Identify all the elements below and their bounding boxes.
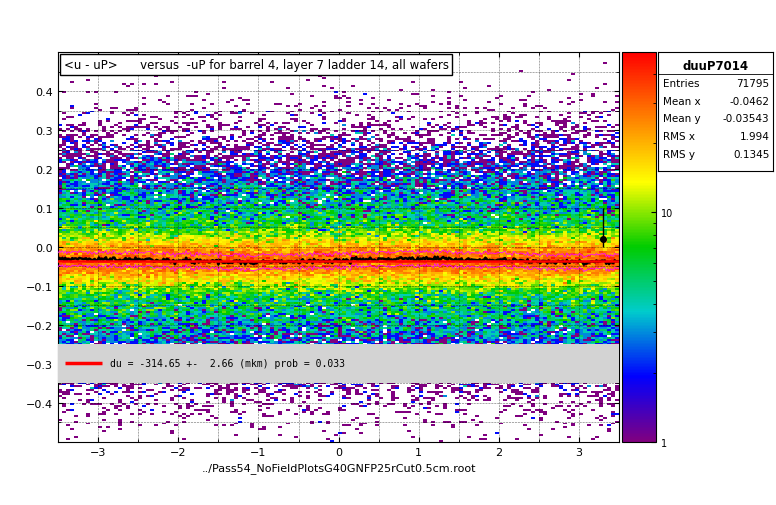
X-axis label: ../Pass54_NoFieldPlotsG40GNFP25rCut0.5cm.root: ../Pass54_NoFieldPlotsG40GNFP25rCut0.5cm… bbox=[201, 462, 476, 473]
Text: duuP7014: duuP7014 bbox=[682, 60, 749, 73]
Text: 1.994: 1.994 bbox=[740, 132, 770, 142]
Text: 0.1345: 0.1345 bbox=[733, 149, 770, 160]
Text: RMS x: RMS x bbox=[663, 132, 695, 142]
Text: Entries: Entries bbox=[663, 79, 699, 89]
Text: <u - uP>      versus  -uP for barrel 4, layer 7 ladder 14, all wafers: <u - uP> versus -uP for barrel 4, layer … bbox=[64, 59, 449, 72]
Text: -0.0462: -0.0462 bbox=[729, 96, 770, 107]
Text: RMS y: RMS y bbox=[663, 149, 695, 160]
Text: du = -314.65 +-  2.66 (mkm) prob = 0.033: du = -314.65 +- 2.66 (mkm) prob = 0.033 bbox=[110, 359, 345, 368]
Text: Mean x: Mean x bbox=[663, 96, 700, 107]
Text: 71795: 71795 bbox=[736, 79, 770, 89]
Text: Mean y: Mean y bbox=[663, 114, 700, 124]
Bar bbox=[58, 344, 619, 383]
Text: -0.03543: -0.03543 bbox=[722, 114, 770, 124]
